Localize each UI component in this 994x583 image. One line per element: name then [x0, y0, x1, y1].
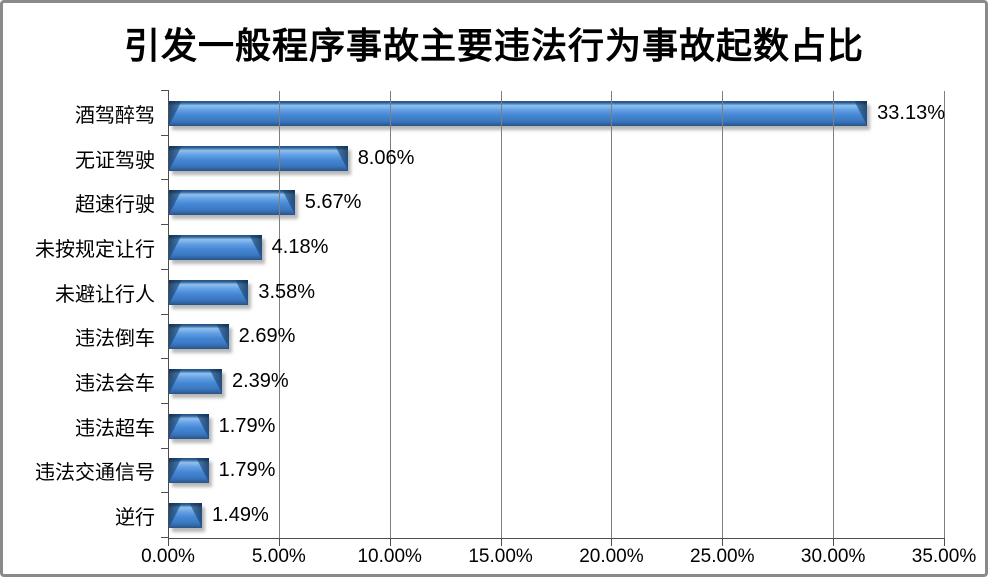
- gridline: [389, 91, 391, 538]
- category-label: 逆行: [115, 507, 155, 530]
- gridline: [944, 91, 945, 538]
- bar-row: 1.79%: [169, 404, 945, 449]
- x-axis-label: 10.00%: [357, 546, 422, 567]
- y-axis-tick: [161, 447, 169, 449]
- y-axis-tick: [161, 268, 169, 270]
- bar-row: 4.18%: [169, 225, 945, 270]
- gridline: [611, 91, 613, 538]
- bar: [169, 369, 222, 395]
- x-axis-label: 20.00%: [579, 546, 644, 567]
- x-axis-tick: [722, 538, 724, 546]
- category-label: 违法会车: [75, 373, 155, 396]
- bar-row: 1.49%: [169, 493, 945, 538]
- y-axis-tick: [161, 134, 169, 136]
- y-axis-tick: [161, 492, 169, 494]
- category-row: 违法倒车: [3, 315, 155, 360]
- x-axis-tick: [168, 538, 169, 546]
- value-label: 1.79%: [218, 459, 276, 482]
- gridline: [833, 91, 835, 538]
- value-label: 5.67%: [304, 191, 362, 214]
- y-axis-tick: [161, 179, 169, 181]
- x-axis-tick: [611, 538, 613, 546]
- bar: [169, 145, 348, 171]
- x-axis-tick: [944, 538, 945, 546]
- chart-title: 引发一般程序事故主要违法行为事故起数占比: [123, 25, 864, 66]
- category-label: 无证驾驶: [75, 149, 155, 172]
- category-row: 违法交通信号: [3, 449, 155, 494]
- category-row: 超速行驶: [3, 180, 155, 225]
- value-label: 2.69%: [238, 325, 296, 348]
- y-axis-tick: [161, 313, 169, 315]
- category-axis: 酒驾醉驾无证驾驶超速行驶未按规定让行未避让行人违法倒车违法会车违法超车违法交通信…: [3, 91, 155, 538]
- bar-row: 33.13%: [169, 91, 945, 136]
- bar: [169, 279, 249, 305]
- category-label: 违法交通信号: [35, 462, 155, 485]
- value-label: 33.13%: [877, 101, 945, 124]
- value-label: 2.39%: [231, 370, 289, 393]
- value-label: 1.49%: [212, 504, 269, 527]
- bar: [169, 413, 209, 439]
- bar-row: 8.06%: [169, 136, 945, 181]
- gridline: [722, 91, 724, 538]
- value-label: 1.79%: [218, 414, 276, 437]
- bar: [169, 458, 209, 484]
- x-axis-label: 0.00%: [141, 546, 195, 567]
- bar-row: 1.79%: [169, 449, 945, 494]
- category-label: 未避让行人: [55, 283, 155, 306]
- x-axis-tick: [833, 538, 835, 546]
- bar: [169, 234, 262, 260]
- y-axis-tick: [161, 402, 169, 404]
- category-row: 逆行: [3, 493, 155, 538]
- bar: [169, 324, 229, 350]
- bar: [169, 190, 295, 216]
- x-axis-label: 25.00%: [690, 546, 755, 567]
- value-label: 4.18%: [271, 235, 329, 258]
- bar-row: 3.58%: [169, 270, 945, 315]
- category-label: 酒驾醉驾: [75, 104, 155, 127]
- value-label: 8.06%: [357, 146, 415, 169]
- y-axis-tick: [161, 224, 169, 226]
- y-axis-tick: [161, 358, 169, 360]
- category-row: 违法超车: [3, 404, 155, 449]
- bar-row: 2.69%: [169, 315, 945, 360]
- bar: [169, 100, 868, 126]
- x-axis-tick: [500, 538, 502, 546]
- category-row: 无证驾驶: [3, 136, 155, 181]
- category-row: 酒驾醉驾: [3, 91, 155, 136]
- x-axis-tick: [278, 538, 280, 546]
- x-axis-labels: 0.00% 5.00% 10.00% 15.00% 20.00% 25.00% 30.00%…: [141, 546, 976, 572]
- y-axis-tick: [161, 537, 169, 538]
- category-label: 违法倒车: [75, 328, 155, 351]
- category-label: 未按规定让行: [35, 238, 155, 261]
- category-label: 违法超车: [75, 417, 155, 440]
- bar: [169, 503, 203, 529]
- bar-row: 2.39%: [169, 359, 945, 404]
- plot-area: 33.13% 8.06% 5.67% 4.18% 3.58% 2.69% 2.39% 1.79…: [161, 90, 945, 546]
- category-row: 未避让行人: [3, 270, 155, 315]
- y-axis-tick: [161, 90, 169, 91]
- category-row: 违法会车: [3, 359, 155, 404]
- category-label: 超速行驶: [75, 194, 155, 217]
- x-axis-tick: [389, 538, 391, 546]
- x-axis-label: 5.00%: [251, 546, 306, 567]
- gridline: [278, 91, 280, 538]
- gridline: [500, 91, 502, 538]
- x-axis-label: 15.00%: [468, 546, 533, 567]
- value-label: 3.58%: [258, 280, 316, 303]
- bar-rows: 33.13% 8.06% 5.67% 4.18% 3.58% 2.69% 2.39% 1.79…: [169, 91, 945, 538]
- bar-row: 5.67%: [169, 180, 945, 225]
- x-axis-label: 35.00%: [911, 546, 977, 567]
- category-row: 未按规定让行: [3, 225, 155, 270]
- x-axis-label: 30.00%: [800, 546, 866, 567]
